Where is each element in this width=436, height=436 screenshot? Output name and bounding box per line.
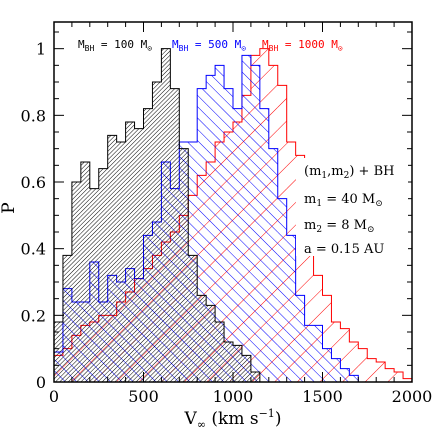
histogram-bar bbox=[403, 378, 412, 382]
histogram-bar bbox=[54, 322, 63, 382]
histogram-bar bbox=[340, 328, 350, 382]
histogram-bar bbox=[250, 372, 260, 382]
histogram-bar bbox=[62, 255, 72, 382]
histogram-bar bbox=[358, 348, 368, 382]
histogram-bar bbox=[349, 375, 359, 382]
tick-labels: 0 500 1000 1500 2000 0 0.2 0.4 0.6 0.8 1 bbox=[21, 40, 433, 406]
histogram-bar bbox=[349, 342, 359, 382]
histogram-bar bbox=[304, 325, 314, 382]
histogram-bar bbox=[197, 295, 207, 382]
histogram-bar bbox=[143, 108, 153, 382]
histogram-bar bbox=[116, 142, 126, 382]
y-tick-label: 0 bbox=[36, 373, 46, 392]
histogram-bar bbox=[197, 88, 207, 382]
histogram-bar bbox=[250, 65, 260, 382]
histogram-bar bbox=[224, 88, 233, 382]
legend-item-1000: MBH = 1000 M⊙ bbox=[262, 38, 343, 53]
annotation-background bbox=[296, 158, 408, 256]
histogram-bar bbox=[161, 48, 171, 382]
histogram-bar bbox=[206, 75, 216, 382]
histogram-bar bbox=[331, 358, 341, 382]
plot-frame bbox=[53, 21, 413, 383]
histogram-bar bbox=[322, 348, 332, 382]
histogram-bar bbox=[80, 162, 90, 382]
histogram-bar bbox=[215, 65, 225, 382]
histogram-bar bbox=[241, 55, 251, 382]
histogram-bar bbox=[322, 295, 332, 382]
histogram-bar bbox=[313, 325, 323, 382]
histogram-bar bbox=[394, 372, 404, 382]
histogram-bar bbox=[376, 362, 386, 382]
histogram-bar bbox=[295, 295, 305, 382]
histogram-bar bbox=[134, 128, 144, 382]
x-tick-label: 1000 bbox=[213, 387, 254, 406]
histogram-bar bbox=[286, 235, 296, 382]
histogram-bar bbox=[304, 242, 314, 382]
series-outline bbox=[54, 48, 261, 382]
histogram-bar bbox=[277, 198, 287, 382]
histogram-bar bbox=[206, 305, 216, 382]
histogram-bar bbox=[367, 358, 377, 382]
histogram-bar bbox=[179, 148, 189, 382]
histogram-bar bbox=[241, 355, 251, 382]
histogram-bar bbox=[295, 155, 305, 382]
histogram-bar bbox=[233, 345, 242, 382]
histogram-bar bbox=[385, 368, 395, 382]
series-0 bbox=[54, 48, 261, 382]
histogram-bar bbox=[125, 122, 135, 382]
x-tick-label: 1500 bbox=[302, 387, 343, 406]
legend-item-100: MBH = 100 M⊙ bbox=[78, 38, 152, 53]
y-tick-label: 0.8 bbox=[21, 106, 46, 125]
histogram-bar bbox=[331, 322, 341, 382]
annotation-system: (m1,m2) + BH bbox=[304, 164, 394, 181]
y-axis-title: P bbox=[0, 202, 19, 213]
histogram-bar bbox=[98, 168, 108, 382]
annotation-m2: m2 = 8 M⊙ bbox=[304, 218, 374, 235]
histogram-bar bbox=[170, 88, 180, 382]
histogram-bar bbox=[107, 135, 117, 382]
legend-item-500: MBH = 500 M⊙ bbox=[172, 38, 246, 53]
histogram-bar bbox=[268, 148, 278, 382]
annotation-separation: a = 0.15 AU bbox=[304, 242, 384, 257]
y-tick-label: 1 bbox=[36, 40, 46, 59]
histogram-bar bbox=[259, 108, 269, 382]
annotation-m1: m1 = 40 M⊙ bbox=[304, 192, 383, 209]
x-tick-label: 2000 bbox=[392, 387, 433, 406]
x-tick-label: 0 bbox=[49, 387, 59, 406]
legend: MBH = 100 M⊙ MBH = 500 M⊙ MBH = 1000 M⊙ bbox=[78, 38, 343, 53]
histogram-bar bbox=[233, 108, 242, 382]
histogram-bar bbox=[89, 188, 99, 382]
x-tick-label: 500 bbox=[128, 387, 159, 406]
y-tick-label: 0.4 bbox=[21, 240, 46, 259]
annotation-block: (m1,m2) + BH m1 = 40 M⊙ m2 = 8 M⊙ a = 0.… bbox=[296, 158, 408, 257]
histogram-bar bbox=[224, 342, 233, 382]
y-tick-label: 0.6 bbox=[21, 173, 46, 192]
histogram-bar bbox=[152, 82, 162, 382]
histogram-bar bbox=[215, 322, 225, 382]
histogram-bars bbox=[54, 48, 412, 382]
histogram-bar bbox=[340, 368, 350, 382]
y-tick-label: 0.2 bbox=[21, 306, 46, 325]
histogram-bar bbox=[71, 182, 81, 382]
x-axis-title: V∞ (km s−1) bbox=[184, 407, 282, 431]
histogram-bar bbox=[188, 255, 198, 382]
